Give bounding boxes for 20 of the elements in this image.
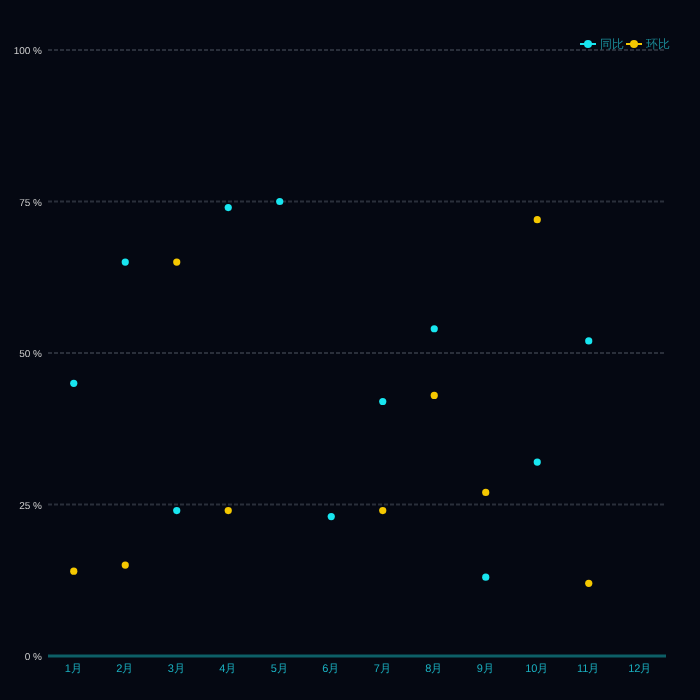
point — [121, 561, 129, 569]
point — [585, 337, 593, 345]
point — [173, 506, 181, 515]
point — [533, 458, 541, 466]
point — [430, 325, 438, 333]
point — [224, 203, 232, 212]
point — [430, 391, 438, 400]
point — [533, 216, 541, 224]
point — [482, 488, 490, 496]
point — [121, 258, 129, 266]
point — [173, 258, 181, 266]
point — [379, 506, 387, 515]
point — [585, 579, 593, 587]
point — [224, 506, 232, 515]
point — [276, 197, 284, 206]
point — [482, 573, 490, 581]
point — [379, 397, 387, 406]
point — [70, 379, 78, 387]
point — [327, 513, 335, 521]
point — [70, 567, 78, 575]
